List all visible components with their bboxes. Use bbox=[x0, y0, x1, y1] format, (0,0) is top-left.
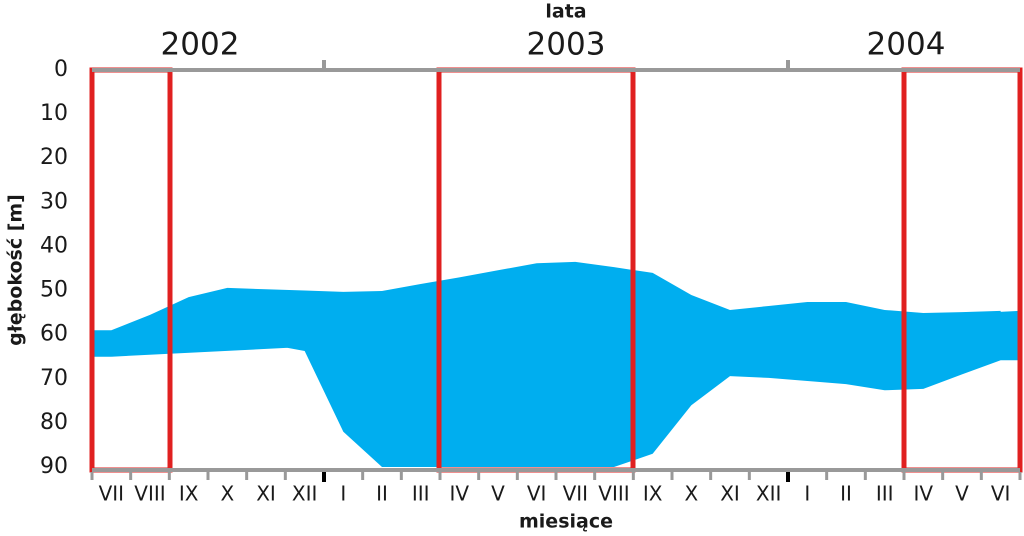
y-axis-label: głębokość [m] bbox=[5, 194, 27, 346]
x-tick-label: II bbox=[840, 482, 852, 506]
x-tick-label: XII bbox=[756, 482, 782, 506]
year-label: 2004 bbox=[867, 27, 946, 63]
y-tick-label: 90 bbox=[40, 454, 68, 479]
year-label: 2003 bbox=[527, 27, 606, 63]
x-tick-label: IV bbox=[914, 482, 934, 506]
x-tick-label: VI bbox=[991, 482, 1011, 506]
x-tick-label: V bbox=[955, 482, 969, 506]
x-tick-label: IV bbox=[450, 482, 470, 506]
x-tick-label: II bbox=[376, 482, 388, 506]
x-tick-label: VII bbox=[99, 482, 124, 506]
x-tick-label: IX bbox=[643, 482, 663, 506]
x-tick-label: VIII bbox=[134, 482, 165, 506]
x-tick-label: III bbox=[876, 482, 894, 506]
x-tick-label: VIII bbox=[598, 482, 629, 506]
y-tick-label: 60 bbox=[40, 322, 68, 347]
y-tick-label: 30 bbox=[40, 189, 68, 214]
plot bbox=[92, 261, 1020, 467]
y-tick-label: 10 bbox=[40, 101, 68, 126]
year-label: 2002 bbox=[161, 27, 240, 63]
y-tick-label: 20 bbox=[40, 145, 68, 170]
y-tick-label: 50 bbox=[40, 278, 68, 303]
x-tick-label: XI bbox=[720, 482, 740, 506]
x-tick-label: X bbox=[220, 482, 234, 506]
y-tick-label: 40 bbox=[40, 233, 68, 258]
highlight-box bbox=[89, 67, 173, 473]
x-tick-label: I bbox=[804, 482, 810, 506]
y-tick-label: 80 bbox=[40, 410, 68, 435]
x-tick-label: VII bbox=[563, 482, 588, 506]
x-tick-label: I bbox=[340, 482, 346, 506]
depth-band bbox=[92, 261, 1020, 467]
x-tick-label: VI bbox=[527, 482, 547, 506]
x-tick-label: XII bbox=[292, 482, 318, 506]
x-tick-label: III bbox=[412, 482, 430, 506]
x-tick-label: V bbox=[491, 482, 505, 506]
x-axis-label: miesiące bbox=[519, 511, 613, 533]
y-tick-label: 0 bbox=[54, 57, 68, 82]
top-axis-label: lata bbox=[545, 1, 586, 23]
y-tick-label: 70 bbox=[40, 366, 68, 391]
x-tick-label: X bbox=[684, 482, 698, 506]
x-tick-label: IX bbox=[179, 482, 199, 506]
x-tick-label: XI bbox=[256, 482, 276, 506]
highlight-box bbox=[901, 67, 1023, 473]
